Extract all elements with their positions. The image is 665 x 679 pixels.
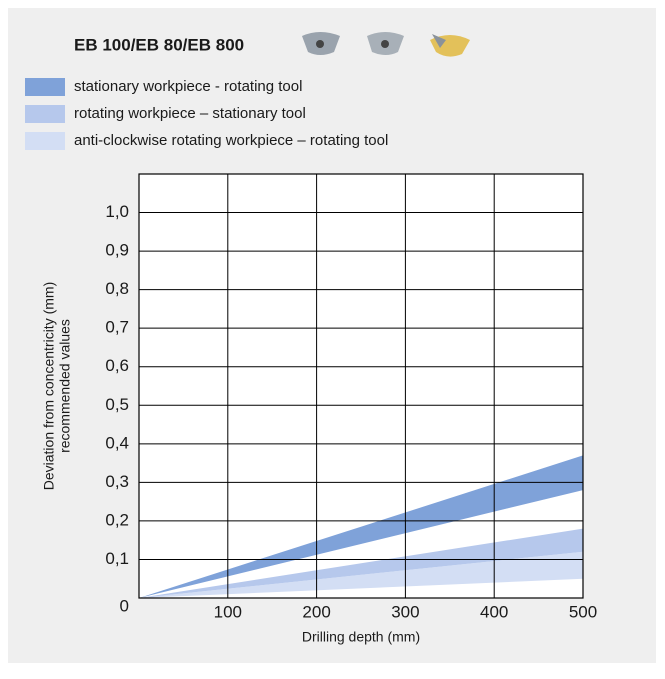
band	[139, 455, 583, 598]
y-tick-label: 0,9	[105, 241, 129, 260]
y-tick-label: 0,8	[105, 279, 129, 298]
tool-icons	[302, 32, 470, 57]
legend-swatch	[25, 105, 65, 123]
x-tick-label: 400	[480, 602, 508, 621]
legend-label: anti-clockwise rotating workpiece – rota…	[74, 132, 388, 149]
y-tick-label: 0,1	[105, 549, 129, 568]
x-tick-label: 100	[214, 602, 242, 621]
y-tick-label: 1,0	[105, 202, 129, 221]
y-axis-title: Deviation from concentricity (mm)	[41, 282, 57, 491]
y-tick-label: 0,7	[105, 318, 129, 337]
x-tick-label: 200	[302, 602, 330, 621]
y-tick-label: 0,6	[105, 356, 129, 375]
y-tick-label: 0,5	[105, 395, 129, 414]
y-tick-label: 0,3	[105, 472, 129, 491]
legend-label: stationary workpiece - rotating tool	[74, 78, 302, 95]
chart-title: EB 100/EB 80/EB 800	[74, 35, 244, 54]
y-tick-label: 0	[120, 596, 129, 615]
x-axis-title: Drilling depth (mm)	[302, 629, 420, 645]
plot-frame	[138, 173, 584, 599]
x-tick-label: 300	[391, 602, 419, 621]
y-tick-label: 0,4	[105, 433, 129, 452]
y-axis-title: recommended values	[57, 319, 73, 453]
legend-label: rotating workpiece – stationary tool	[74, 105, 306, 122]
legend-swatch	[25, 132, 65, 150]
y-tick-label: 0,2	[105, 510, 129, 529]
x-tick-label: 500	[569, 602, 597, 621]
legend-swatch	[25, 78, 65, 96]
band	[139, 528, 583, 598]
